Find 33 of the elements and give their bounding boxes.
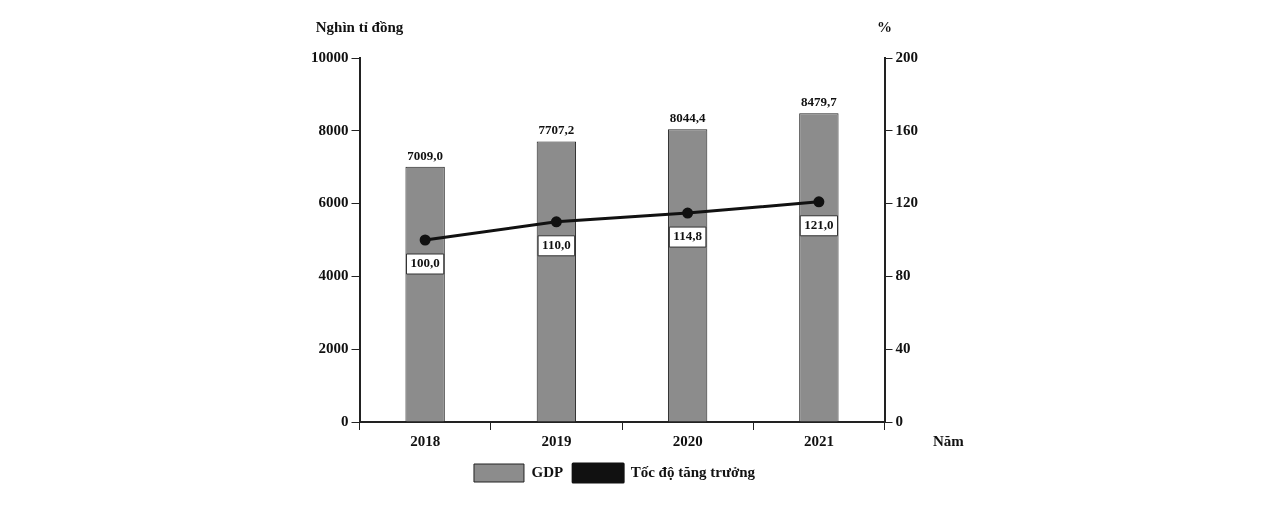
legend-label: GDP	[531, 463, 564, 480]
x-axis-title: Năm	[933, 432, 965, 449]
y2-tick-label: 0	[895, 412, 903, 429]
y-tick-label: 4000	[318, 267, 349, 284]
x-tick-label: 2020	[672, 432, 703, 449]
y-tick-label: 10000	[311, 48, 349, 65]
point	[419, 234, 431, 246]
data-label: 114,8	[673, 228, 703, 244]
data-label: 121,0	[804, 217, 834, 233]
legend-label: Tốc độ tăng trưởng	[630, 463, 756, 480]
y2-tick-label: 200	[895, 48, 918, 65]
y2-tick-label: 80	[895, 267, 911, 284]
x-tick-label: 2021	[803, 432, 834, 449]
y2-tick-label: 40	[895, 340, 911, 357]
point	[682, 207, 694, 219]
y2-tick-label: 120	[895, 194, 918, 211]
y-tick-label: 6000	[318, 194, 349, 211]
data-label: 7009,0	[407, 147, 443, 163]
data-label: 8044,4	[669, 110, 706, 126]
y2-tick-label: 160	[895, 121, 918, 138]
y-tick-label: 2000	[318, 340, 349, 357]
y-tick-label: 0	[341, 412, 349, 429]
data-label: 110,0	[542, 237, 571, 253]
y-tick-label: 8000	[318, 121, 349, 138]
data-label: 8479,7	[801, 94, 838, 110]
point	[550, 216, 562, 228]
x-tick-label: 2018	[410, 432, 441, 449]
data-label: 100,0	[410, 255, 440, 271]
data-label: 7707,2	[538, 122, 575, 138]
y2-axis-title: %	[877, 19, 892, 36]
point	[813, 196, 825, 208]
x-tick-label: 2019	[541, 432, 572, 449]
y-axis-title: Nghìn tỉ đồng	[315, 19, 404, 36]
